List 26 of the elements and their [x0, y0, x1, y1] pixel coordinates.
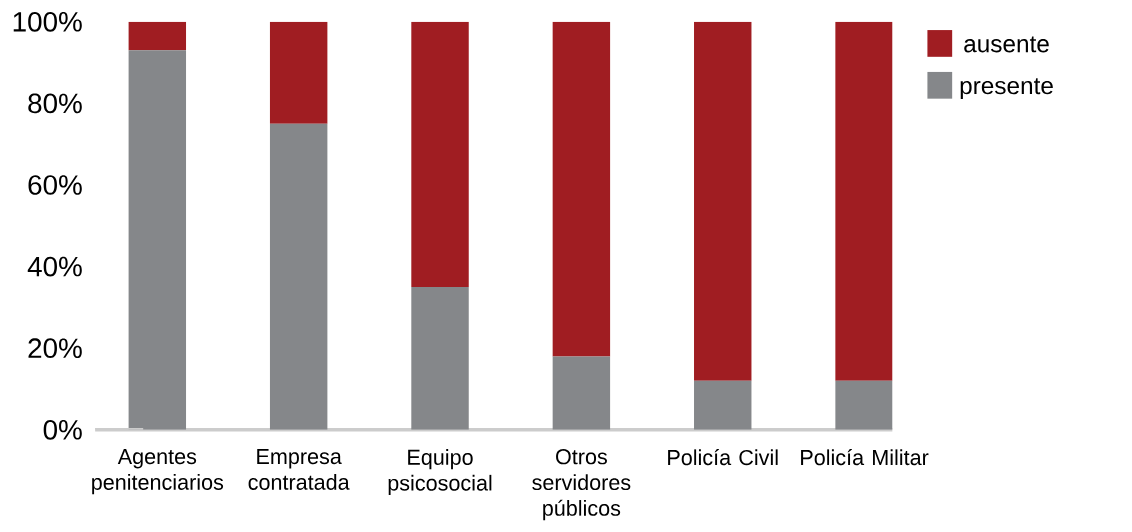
x-tick-label: Otros servidores públicos — [532, 449, 631, 521]
bar — [552, 356, 611, 430]
x-tick-label: Equipo psicosocial — [388, 449, 492, 496]
legend-label: presente — [960, 78, 1053, 100]
y-tick-label: 80% — [28, 93, 82, 114]
bar — [835, 380, 893, 430]
legend-label: ausente — [964, 36, 1049, 53]
bar — [694, 380, 752, 430]
x-tick-label: Empresa contratada — [248, 449, 350, 491]
y-tick-label: 20% — [28, 338, 82, 359]
bar — [128, 21, 187, 51]
y-tick-label: 0% — [43, 420, 82, 440]
x-tick-label: Agentes penitenciarios — [92, 449, 224, 495]
y-tick-label: 60% — [28, 175, 82, 195]
bar — [269, 123, 328, 430]
bar — [552, 21, 611, 357]
x-tick-label: Policía Militar — [801, 449, 929, 466]
x-tick-label: Policía Civil — [668, 449, 778, 466]
bar — [128, 50, 187, 430]
bar — [835, 21, 893, 381]
bar — [694, 21, 752, 381]
y-tick-label: 40% — [27, 256, 82, 277]
bar — [411, 21, 469, 288]
y-tick-label: 100% — [13, 12, 82, 32]
bar — [269, 21, 328, 124]
bar — [411, 287, 469, 430]
